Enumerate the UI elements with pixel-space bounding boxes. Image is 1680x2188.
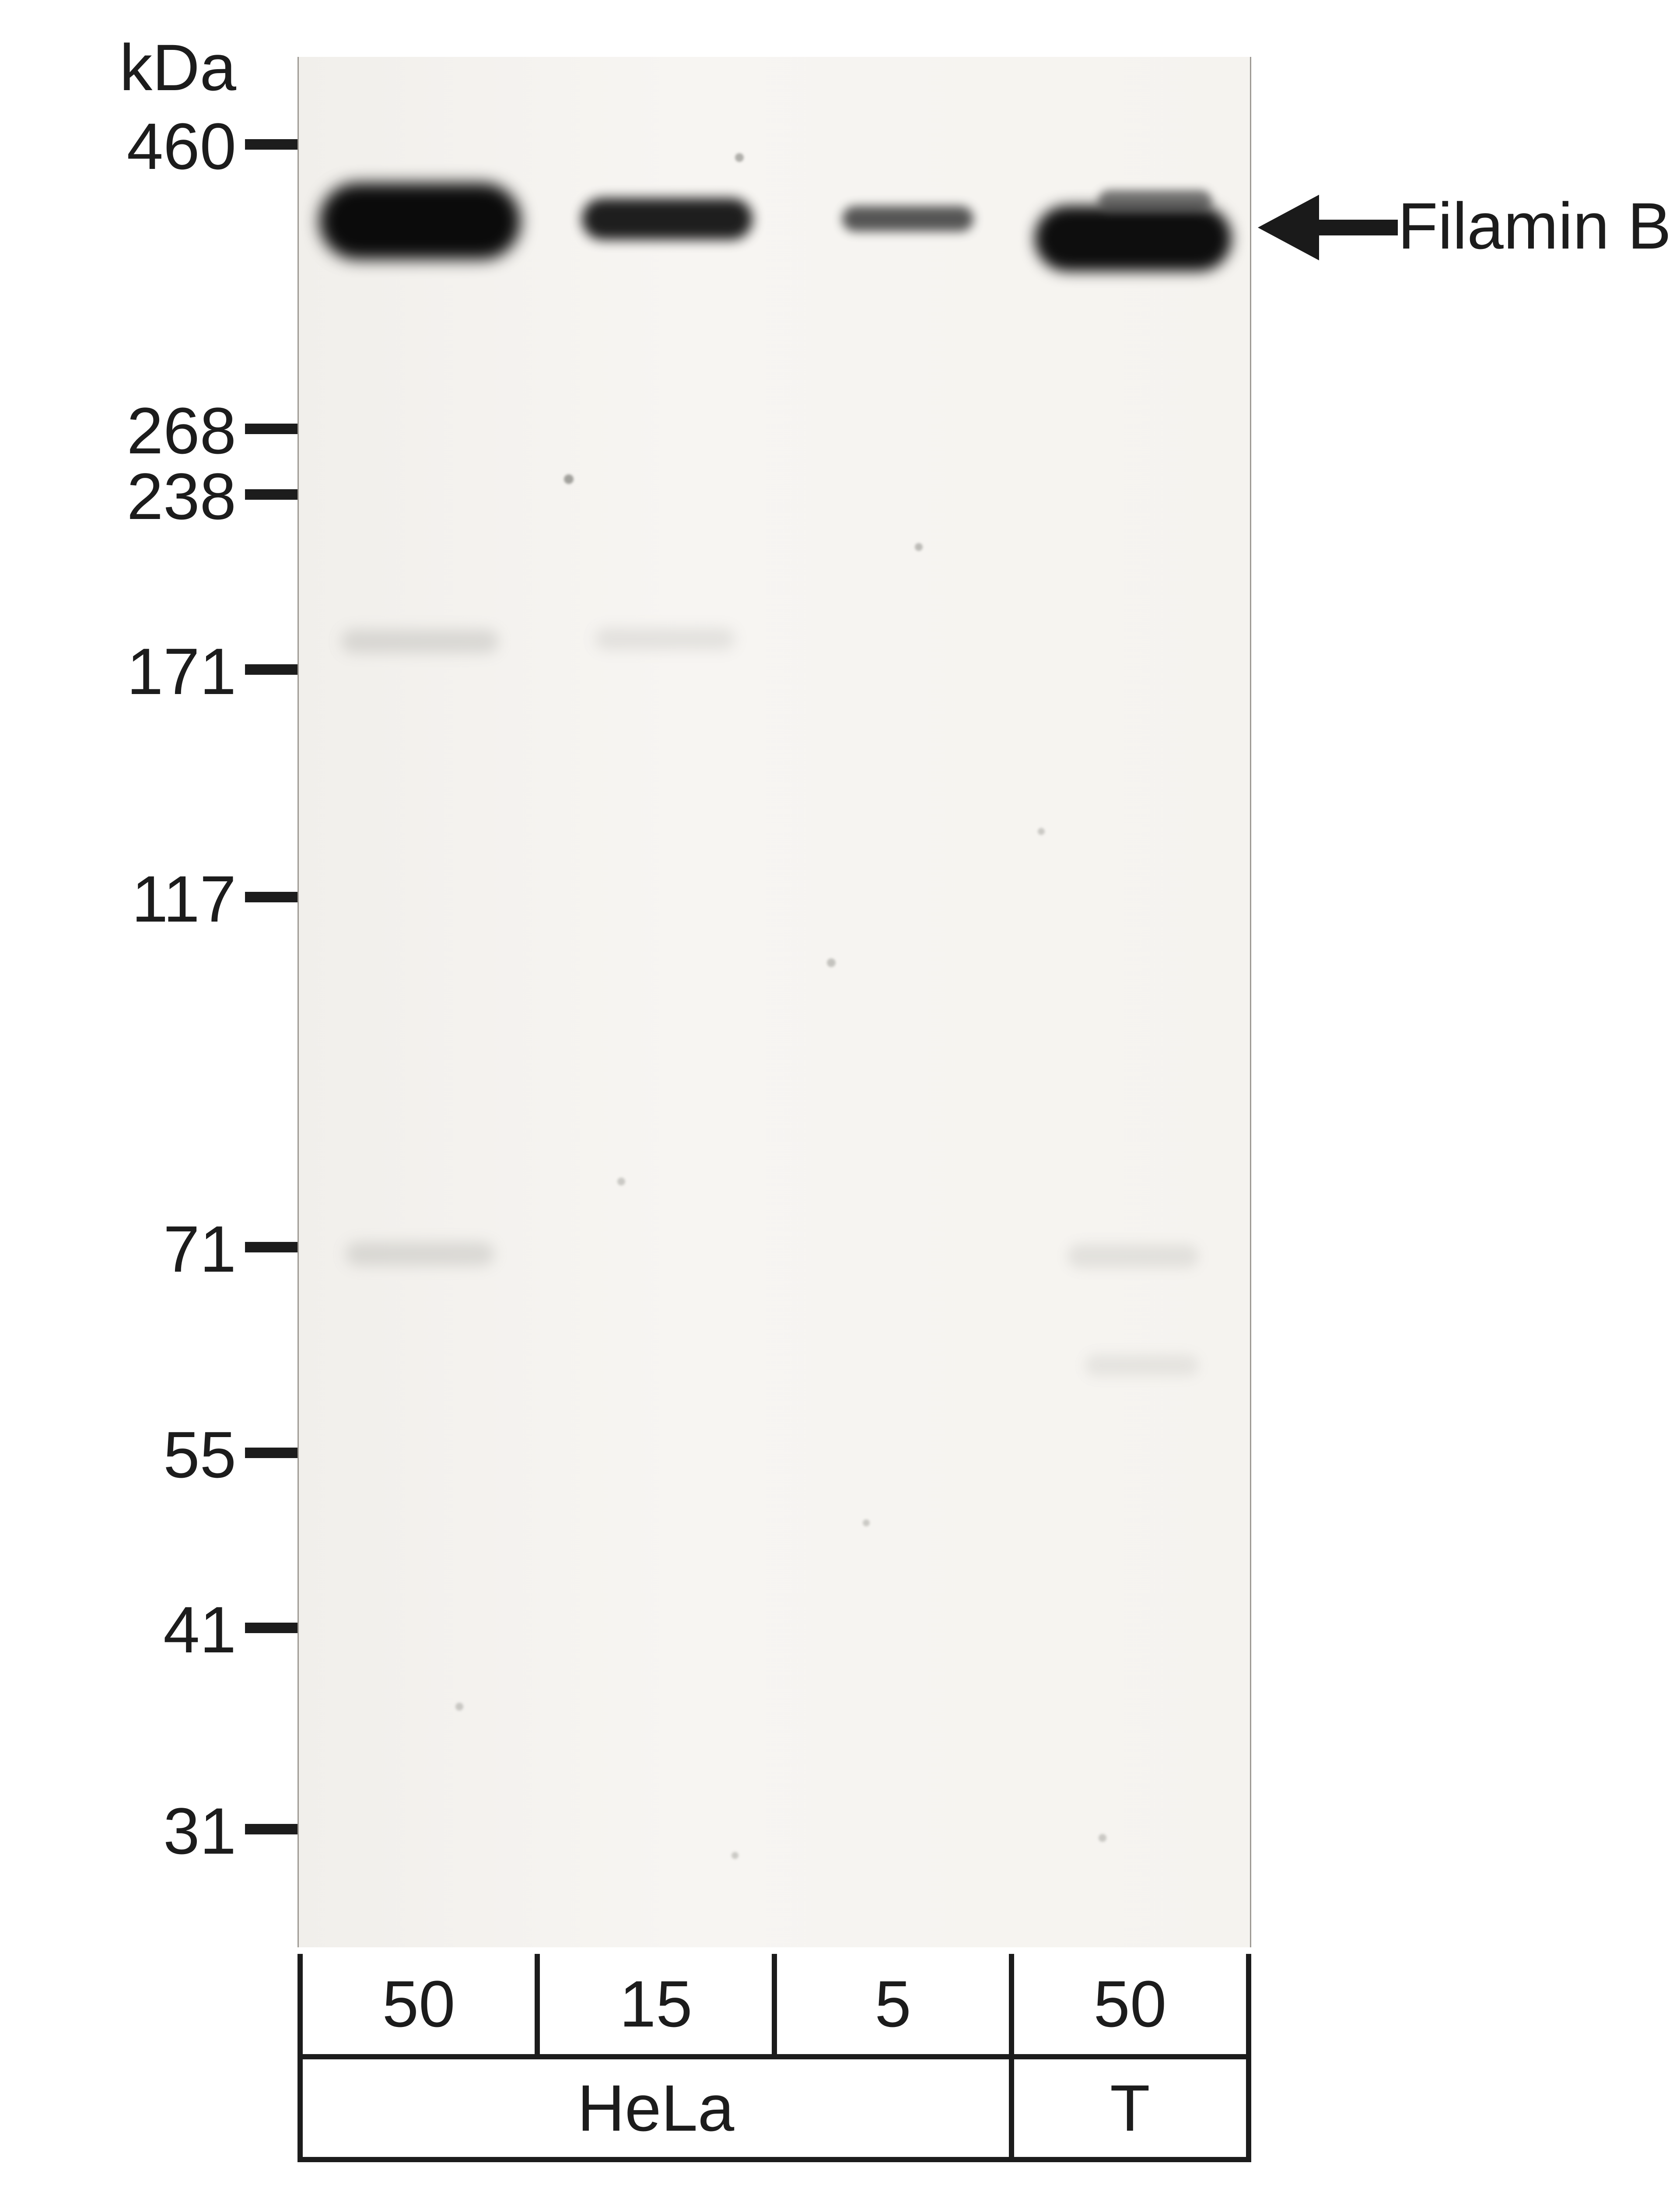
faint-band	[1085, 1354, 1199, 1376]
speckle	[827, 958, 836, 967]
lane-load-cell: 15	[537, 1954, 774, 2057]
marker-label: 71	[163, 1211, 236, 1287]
marker-tick	[245, 424, 298, 434]
speckle	[1099, 1834, 1106, 1842]
blot-edge-left	[298, 57, 299, 1947]
speckle	[915, 543, 923, 551]
faint-band	[595, 628, 735, 650]
faint-band	[346, 1242, 494, 1266]
lane-load-cell: 50	[1012, 1954, 1249, 2057]
speckle	[455, 1703, 463, 1711]
marker-label: 171	[127, 634, 236, 709]
speckle	[1038, 828, 1045, 835]
marker-tick	[245, 1242, 298, 1252]
speckle	[564, 474, 574, 484]
blot-edge-right	[1250, 57, 1251, 1947]
speckle	[732, 1852, 738, 1859]
speckle	[863, 1519, 870, 1526]
lane-load-cell: 50	[300, 1954, 537, 2057]
marker-tick	[245, 892, 298, 902]
speckle	[617, 1178, 625, 1185]
marker-unit-label: kDa	[119, 30, 236, 105]
marker-label: 460	[127, 109, 236, 184]
target-protein-label: Filamin B	[1398, 188, 1671, 264]
lane-sample-row: HeLaT	[300, 2057, 1249, 2160]
lane-annotation-table: 5015550HeLaT	[298, 1954, 1251, 2162]
blot-background	[298, 57, 1251, 1947]
marker-label: 55	[163, 1417, 236, 1493]
marker-tick	[245, 1623, 298, 1633]
marker-tick	[245, 1448, 298, 1458]
protein-band	[1035, 206, 1232, 271]
marker-label: 31	[163, 1793, 236, 1869]
marker-tick	[245, 139, 298, 150]
marker-tick	[245, 489, 298, 500]
lane-sample-cell: HeLa	[300, 2057, 1012, 2160]
faint-band	[341, 629, 499, 653]
marker-label: 41	[163, 1592, 236, 1668]
protein-band	[582, 198, 752, 240]
marker-label: 117	[132, 861, 236, 937]
lane-load-row: 5015550	[300, 1954, 1249, 2057]
marker-tick	[245, 664, 298, 675]
protein-band	[1098, 190, 1212, 213]
marker-label: 268	[127, 393, 236, 469]
faint-band	[1068, 1244, 1199, 1268]
lane-load-cell: 5	[774, 1954, 1012, 2057]
protein-band	[319, 183, 521, 259]
western-blot-figure: kDa46026823817111771554131Filamin B50155…	[0, 0, 1680, 2188]
protein-band	[842, 206, 973, 231]
lane-sample-cell: T	[1012, 2057, 1249, 2160]
marker-label: 238	[127, 459, 236, 534]
arrow-shaft	[1319, 220, 1398, 235]
speckle	[735, 153, 744, 162]
blot-membrane	[298, 57, 1251, 1947]
marker-tick	[245, 1824, 298, 1834]
arrow-left-icon	[1258, 195, 1319, 260]
